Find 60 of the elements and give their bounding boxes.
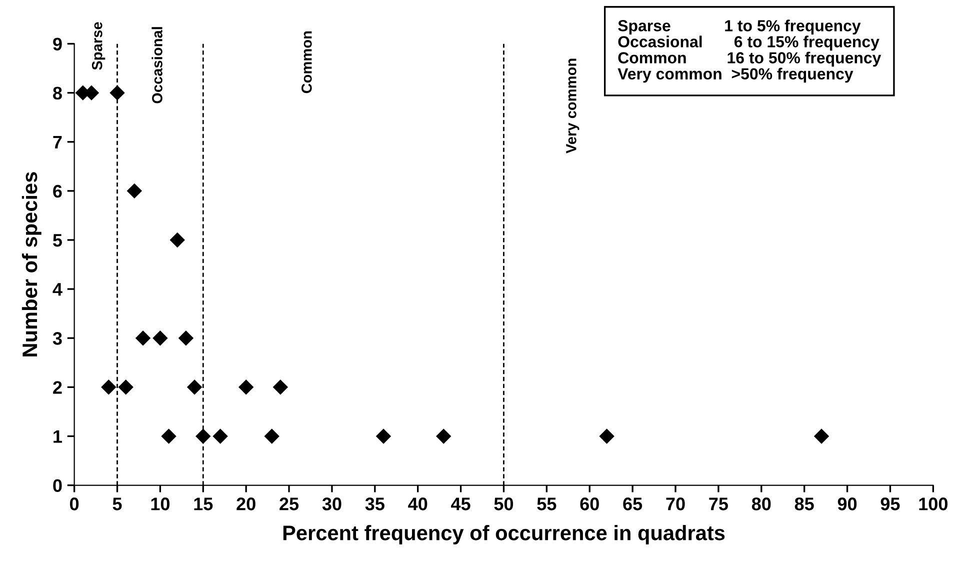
x-tick-label: 0 xyxy=(70,498,79,510)
x-tick-label: 15 xyxy=(194,498,213,510)
x-tick-label: 60 xyxy=(580,498,599,510)
point xyxy=(101,380,116,395)
annotation: Sparse xyxy=(92,22,106,70)
x-tick-label: 100 xyxy=(919,498,948,510)
x-tick-label: 50 xyxy=(494,498,514,510)
x-tick-label: 90 xyxy=(838,498,857,510)
y-tick-label: 7 xyxy=(53,136,62,148)
x-tick-label: 35 xyxy=(365,498,384,510)
point xyxy=(170,232,185,248)
x-tick-label: 95 xyxy=(880,498,900,510)
annotation: Common xyxy=(302,31,312,94)
x-tick-label: 40 xyxy=(408,498,428,510)
point xyxy=(126,183,142,199)
point xyxy=(436,428,452,444)
x-tick-label: 55 xyxy=(537,498,556,510)
y-tick-label: 6 xyxy=(53,184,62,198)
point xyxy=(814,428,830,444)
y-tick-label: 5 xyxy=(53,234,62,247)
x-tick-label: 75 xyxy=(709,498,728,510)
x-tick-label: 10 xyxy=(151,498,170,510)
y-tick-label: 1 xyxy=(54,430,62,443)
point xyxy=(264,428,280,444)
point xyxy=(152,330,168,346)
point xyxy=(178,330,194,346)
text: Sparse 1 to 5% frequency xyxy=(618,20,861,35)
point xyxy=(135,330,151,346)
y-tick-label: 9 xyxy=(53,38,62,50)
point xyxy=(110,85,125,100)
point xyxy=(196,428,211,444)
point xyxy=(238,380,254,395)
x-tick-label: 30 xyxy=(322,498,342,510)
x-tick-label: 5 xyxy=(112,498,122,510)
point xyxy=(376,428,392,444)
y-tick-label: 3 xyxy=(52,332,62,345)
x-axis-title: Percent frequency of occurrence in quadrats xyxy=(283,525,725,544)
annotation: Occasional xyxy=(152,27,162,104)
x-tick-label: 65 xyxy=(623,498,642,510)
point xyxy=(186,380,202,395)
y-tick-label: 2 xyxy=(53,381,62,394)
y-tick-label: 8 xyxy=(53,86,62,100)
y-tick-label: 0 xyxy=(53,479,62,492)
point xyxy=(272,380,288,395)
x-tick-label: 20 xyxy=(236,498,256,510)
annotation: Common 16 to 50% frequency xyxy=(618,52,882,67)
x-tick-label: 80 xyxy=(752,498,771,510)
annotation: Very common >50% frequency xyxy=(618,68,854,83)
annotation: Occasional 6 to 15% frequency xyxy=(618,36,880,51)
point xyxy=(599,428,614,444)
x-tick-label: 25 xyxy=(280,498,299,510)
point xyxy=(118,380,134,395)
x-tick-label: 70 xyxy=(666,498,685,510)
y-axis-title: Number of species xyxy=(22,172,42,356)
point xyxy=(161,428,176,444)
y-tick-label: 4 xyxy=(52,283,62,296)
x-tick-label: 85 xyxy=(794,498,814,510)
point xyxy=(212,428,228,444)
annotation: Very common xyxy=(566,58,580,154)
x-tick-label: 45 xyxy=(451,498,470,510)
